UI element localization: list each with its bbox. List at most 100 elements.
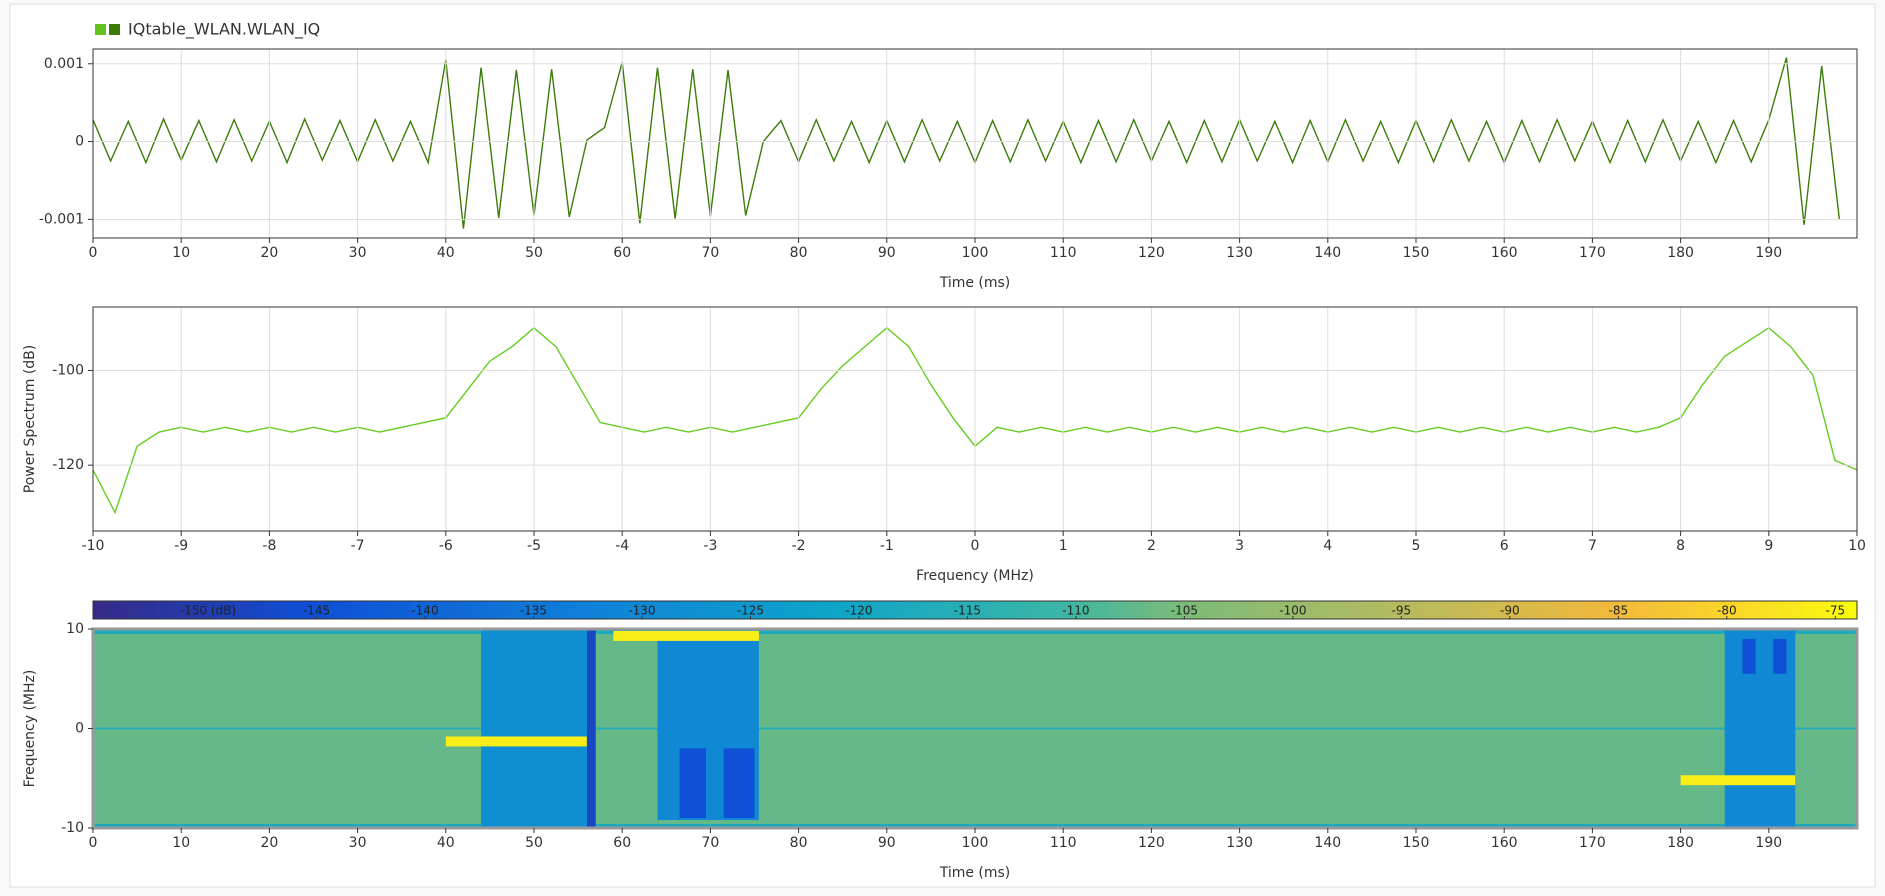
colorbar-segment <box>1301 601 1311 619</box>
colorbar-segment <box>181 601 191 619</box>
colorbar-segment <box>1557 601 1567 619</box>
colorbar-segment <box>789 601 800 619</box>
y-tick-label: 0 <box>75 134 84 150</box>
colorbar-segment <box>1054 601 1064 619</box>
colorbar-segment <box>913 601 923 619</box>
y-axis-label: Power Spectrum (dB) <box>22 345 38 493</box>
heat-cell <box>679 748 706 819</box>
colorbar-segment <box>895 601 906 619</box>
colorbar-segment <box>1742 601 1752 619</box>
x-tick-label: 40 <box>437 835 455 851</box>
colorbar-segment <box>1830 601 1840 619</box>
colorbar-segment <box>569 601 579 619</box>
x-tick-label: -8 <box>262 538 276 554</box>
x-tick-label: 160 <box>1491 835 1518 851</box>
x-tick-label: 70 <box>701 245 719 261</box>
colorbar-segment <box>1274 601 1285 619</box>
x-tick-label: 90 <box>878 835 896 851</box>
colorbar-segment <box>1160 601 1170 619</box>
colorbar-segment <box>886 601 897 619</box>
x-tick-label: 60 <box>613 245 631 261</box>
colorbar-segment <box>966 601 976 619</box>
colorbar-segment <box>1230 601 1241 619</box>
colorbar-segment <box>295 601 306 619</box>
colorbar-segment <box>754 601 764 619</box>
colorbar-segment <box>586 601 597 619</box>
colorbar-segment <box>1151 601 1161 619</box>
colorbar-segment <box>613 601 623 619</box>
x-tick-label: 8 <box>1676 538 1685 554</box>
colorbar-segment <box>525 601 535 619</box>
colorbar-segment <box>1601 601 1611 619</box>
x-tick-label: 120 <box>1138 245 1165 261</box>
x-tick-label: 170 <box>1579 245 1606 261</box>
x-tick-label: 3 <box>1235 538 1244 554</box>
colorbar-segment <box>1477 601 1488 619</box>
x-tick-label: 30 <box>349 835 367 851</box>
colorbar-segment <box>331 601 341 619</box>
colorbar-segment <box>339 601 350 619</box>
colorbar-segment <box>472 601 482 619</box>
colorbar-segment <box>128 601 138 619</box>
colorbar-segment <box>1221 601 1232 619</box>
colorbar-segment <box>313 601 323 619</box>
colorbar-segment <box>1592 601 1602 619</box>
colorbar-segment <box>719 601 729 619</box>
colorbar-segment <box>375 601 385 619</box>
colorbar-segment <box>1574 601 1585 619</box>
colorbar-segment <box>1680 601 1691 619</box>
colorbar-segment <box>975 601 985 619</box>
colorbar-segment <box>666 601 676 619</box>
colorbar-segment <box>1133 601 1144 619</box>
colorbar-segment <box>1318 601 1329 619</box>
colorbar-segment <box>287 601 297 619</box>
x-tick-label: -4 <box>615 538 629 554</box>
x-tick-label: -10 <box>82 538 105 554</box>
x-tick-label: 6 <box>1500 538 1509 554</box>
colorbar-segment <box>348 601 359 619</box>
plot-layer <box>93 629 1857 828</box>
colorbar-segment <box>1539 601 1549 619</box>
colorbar-segment <box>1345 601 1355 619</box>
y-tick-label: 10 <box>66 621 84 637</box>
x-tick-label: 0 <box>89 245 98 261</box>
colorbar-segment <box>1266 601 1276 619</box>
colorbar-segment <box>1257 601 1267 619</box>
colorbar-segment <box>1283 601 1294 619</box>
colorbar-segment <box>1777 601 1788 619</box>
colorbar-segment <box>1654 601 1664 619</box>
colorbar-segment <box>1495 601 1505 619</box>
colorbar-segment <box>560 601 570 619</box>
colorbar-tick-label: -75 <box>1825 604 1845 618</box>
x-tick-label: 2 <box>1147 538 1156 554</box>
x-tick-label: 0 <box>89 835 98 851</box>
colorbar-segment <box>1186 601 1197 619</box>
colorbar-segment <box>1195 601 1205 619</box>
colorbar-segment <box>604 601 614 619</box>
colorbar-segment <box>763 601 773 619</box>
colorbar-segment <box>119 601 129 619</box>
x-tick-label: 170 <box>1579 835 1606 851</box>
colorbar-segment <box>648 601 659 619</box>
colorbar-segment <box>1424 601 1435 619</box>
colorbar-segment <box>260 601 270 619</box>
heat-cell <box>613 630 759 641</box>
colorbar-segment <box>842 601 853 619</box>
colorbar-segment <box>657 601 667 619</box>
x-tick-label: 10 <box>1848 538 1866 554</box>
colorbar-tick-label: -90 <box>1500 604 1520 618</box>
colorbar-segment <box>1336 601 1347 619</box>
heat-cell <box>1680 775 1796 786</box>
colorbar-segment <box>516 601 526 619</box>
colorbar-segment <box>1416 601 1426 619</box>
x-tick-label: 0 <box>971 538 980 554</box>
colorbar-segment <box>983 601 994 619</box>
colorbar-segment <box>675 601 685 619</box>
colorbar-segment <box>1583 601 1593 619</box>
colorbar-segment <box>1142 601 1152 619</box>
colorbar-segment <box>710 601 720 619</box>
colorbar-segment <box>1768 601 1779 619</box>
colorbar-segment <box>137 601 147 619</box>
